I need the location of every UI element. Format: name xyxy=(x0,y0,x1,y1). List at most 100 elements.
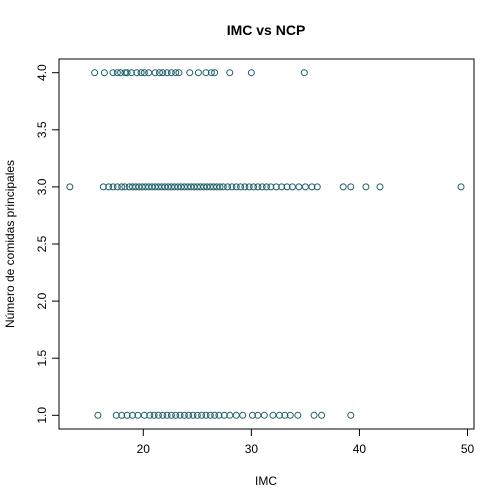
data-point xyxy=(211,69,219,77)
data-point xyxy=(113,69,121,77)
data-point xyxy=(109,183,117,191)
data-point xyxy=(263,183,270,191)
data-point xyxy=(66,183,74,191)
chart-title: IMC vs NCP xyxy=(227,22,306,38)
data-point xyxy=(91,69,99,77)
data-point xyxy=(281,411,289,419)
data-point xyxy=(347,183,355,191)
data-point xyxy=(224,183,232,191)
data-point xyxy=(362,183,370,191)
data-point xyxy=(123,411,131,419)
data-point xyxy=(283,183,291,191)
data-point xyxy=(313,183,321,191)
data-point xyxy=(163,69,171,77)
x-axis-label: IMC xyxy=(255,474,277,488)
data-point xyxy=(310,411,318,419)
data-point xyxy=(318,411,326,419)
data-point xyxy=(278,183,286,191)
data-point xyxy=(145,69,153,77)
data-point xyxy=(254,183,262,191)
data-point xyxy=(159,411,167,419)
data-point xyxy=(150,411,158,419)
data-point xyxy=(220,411,228,419)
data-point xyxy=(113,183,121,191)
data-point xyxy=(275,411,283,419)
y-tick-label: 1.5 xyxy=(35,350,49,367)
data-point xyxy=(172,411,180,419)
data-point xyxy=(219,183,227,191)
data-point xyxy=(140,69,148,77)
data-point xyxy=(159,69,167,77)
x-tick-label: 40 xyxy=(353,442,367,456)
data-point xyxy=(308,183,316,191)
data-point xyxy=(193,411,201,419)
data-point xyxy=(239,411,247,419)
plot-frame xyxy=(58,58,475,430)
data-point xyxy=(260,411,268,419)
data-point xyxy=(250,183,258,191)
data-point xyxy=(128,411,136,419)
data-point xyxy=(112,411,120,419)
data-point xyxy=(99,183,107,191)
data-point xyxy=(167,411,175,419)
data-point xyxy=(248,411,256,419)
data-point xyxy=(245,183,253,191)
data-point xyxy=(175,69,183,77)
data-point xyxy=(211,411,219,419)
data-point xyxy=(118,183,126,191)
data-point xyxy=(94,411,102,419)
data-point xyxy=(133,69,141,77)
y-tick-label: 3.5 xyxy=(35,121,49,138)
data-point xyxy=(347,411,355,419)
data-point xyxy=(140,411,148,419)
data-point xyxy=(127,69,135,77)
data-point xyxy=(237,183,245,191)
data-point xyxy=(154,411,162,419)
data-point xyxy=(156,69,164,77)
data-point xyxy=(267,183,275,191)
x-tick-label: 30 xyxy=(245,442,259,456)
x-tick-label: 50 xyxy=(461,442,475,456)
data-point xyxy=(269,411,277,419)
data-point xyxy=(137,69,145,77)
data-point xyxy=(185,411,193,419)
data-point xyxy=(232,183,240,191)
data-point xyxy=(295,183,303,191)
data-point xyxy=(206,411,214,419)
y-tick-label: 2.5 xyxy=(35,235,49,252)
x-tick-label: 20 xyxy=(137,442,151,456)
data-point xyxy=(232,411,240,419)
data-point xyxy=(272,183,280,191)
data-point xyxy=(163,411,171,419)
data-point xyxy=(258,183,266,191)
data-point xyxy=(198,411,206,419)
data-point xyxy=(226,69,234,77)
data-point xyxy=(339,183,347,191)
data-points xyxy=(66,69,465,419)
data-point xyxy=(207,69,215,77)
data-point xyxy=(109,69,117,77)
y-axis-label: Número de comidas principales xyxy=(3,160,17,328)
data-point xyxy=(146,411,154,419)
data-point xyxy=(216,183,224,191)
data-point xyxy=(121,183,129,191)
y-tick-label: 1.0 xyxy=(35,407,49,424)
data-point xyxy=(176,411,184,419)
data-point xyxy=(300,69,308,77)
data-point xyxy=(172,69,180,77)
y-tick-label: 4.0 xyxy=(35,64,49,81)
data-point xyxy=(202,69,210,77)
data-point xyxy=(215,411,223,419)
data-point xyxy=(186,69,194,77)
data-point xyxy=(376,183,384,191)
data-point xyxy=(123,69,131,77)
data-point xyxy=(167,69,175,77)
data-point xyxy=(241,183,249,191)
data-point xyxy=(100,69,108,77)
data-point xyxy=(194,69,202,77)
x-axis: 20 30 40 50 xyxy=(137,428,475,456)
data-point xyxy=(189,411,197,419)
data-point xyxy=(202,411,210,419)
data-point xyxy=(180,411,188,419)
